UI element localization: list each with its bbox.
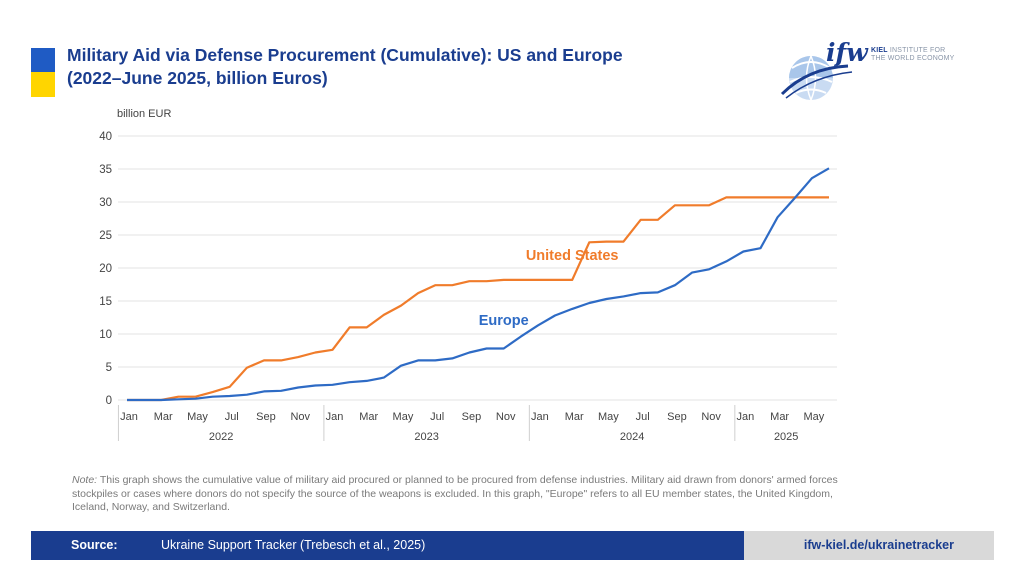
y-tick-label: 5 (106, 362, 112, 374)
chart-title: Military Aid via Defense Procurement (Cu… (67, 44, 727, 90)
source-box: Source: Ukraine Support Tracker (Trebesc… (31, 531, 791, 560)
logo-mark: ifw (826, 38, 868, 67)
x-tick-label: Jul (430, 411, 444, 423)
y-tick-label: 25 (99, 230, 112, 242)
y-tick-label: 10 (99, 329, 112, 341)
footer-bar: Source: Ukraine Support Tracker (Trebesc… (31, 531, 994, 560)
x-tick-label: Jan (326, 411, 344, 423)
x-tick-label: Sep (462, 411, 482, 423)
year-label: 2024 (620, 431, 644, 443)
x-tick-label: Jan (737, 411, 755, 423)
year-label: 2022 (209, 431, 233, 443)
year-label: 2025 (774, 431, 798, 443)
x-tick-label: May (393, 411, 414, 423)
note-text: This graph shows the cumulative value of… (72, 474, 838, 513)
title-line-1: Military Aid via Defense Procurement (Cu… (67, 45, 623, 65)
tracker-url[interactable]: ifw-kiel.de/ukrainetracker (803, 538, 954, 552)
gridlines (118, 135, 837, 401)
x-tick-label: Mar (770, 411, 789, 423)
y-tick-label: 20 (99, 263, 112, 275)
flag-yellow-stripe (31, 72, 55, 97)
x-axis: Jan Mar May Jul Sep Nov Jan Mar May Jul Sep Nov Jan M… (117, 405, 825, 443)
x-tick-label: Jul (225, 411, 239, 423)
y-tick-label: 30 (99, 197, 112, 209)
x-tick-label: May (187, 411, 208, 423)
y-axis-label: billion EUR (117, 108, 171, 120)
y-tick-labels: 0 5 10 15 20 25 30 35 40 (99, 131, 112, 407)
source-text: Ukraine Support Tracker (Trebesch et al.… (157, 538, 426, 552)
y-tick-label: 35 (99, 164, 112, 176)
x-tick-label: Nov (290, 411, 310, 423)
globe-icon (780, 55, 853, 101)
series-label: Europe (479, 313, 529, 329)
logo-name: KIEL INSTITUTE FOR THE WORLD ECONOMY (871, 47, 955, 62)
title-line-2: (2022–June 2025, billion Euros) (67, 68, 328, 88)
series-lines (127, 167, 830, 402)
series-line-europe (127, 167, 830, 402)
x-tick-label: Nov (496, 411, 516, 423)
flag-blue-stripe (31, 48, 55, 72)
y-tick-label: 15 (99, 296, 112, 308)
series-labels: United States Europe (479, 248, 619, 329)
x-tick-label: Sep (256, 411, 276, 423)
x-tick-label: Jul (636, 411, 650, 423)
x-tick-label: Jan (531, 411, 549, 423)
series-label: United States (526, 248, 619, 264)
series-line-united-states (127, 196, 829, 402)
x-tick-label: May (803, 411, 824, 423)
x-tick-label: Mar (154, 411, 173, 423)
x-tick-label: Sep (667, 411, 687, 423)
x-tick-label: Nov (701, 411, 721, 423)
x-tick-label: Jan (120, 411, 138, 423)
x-tick-label: Mar (359, 411, 378, 423)
x-tick-label: Mar (565, 411, 584, 423)
y-tick-label: 0 (106, 395, 112, 407)
x-tick-label: May (598, 411, 619, 423)
source-label: Source: (71, 538, 118, 552)
year-label: 2023 (414, 431, 438, 443)
tracker-link[interactable]: ifw-kiel.de/ukrainetracker (744, 531, 994, 560)
note-prefix: Note: (72, 474, 98, 486)
y-tick-label: 40 (99, 131, 112, 143)
footnote: Note: This graph shows the cumulative va… (72, 474, 842, 515)
